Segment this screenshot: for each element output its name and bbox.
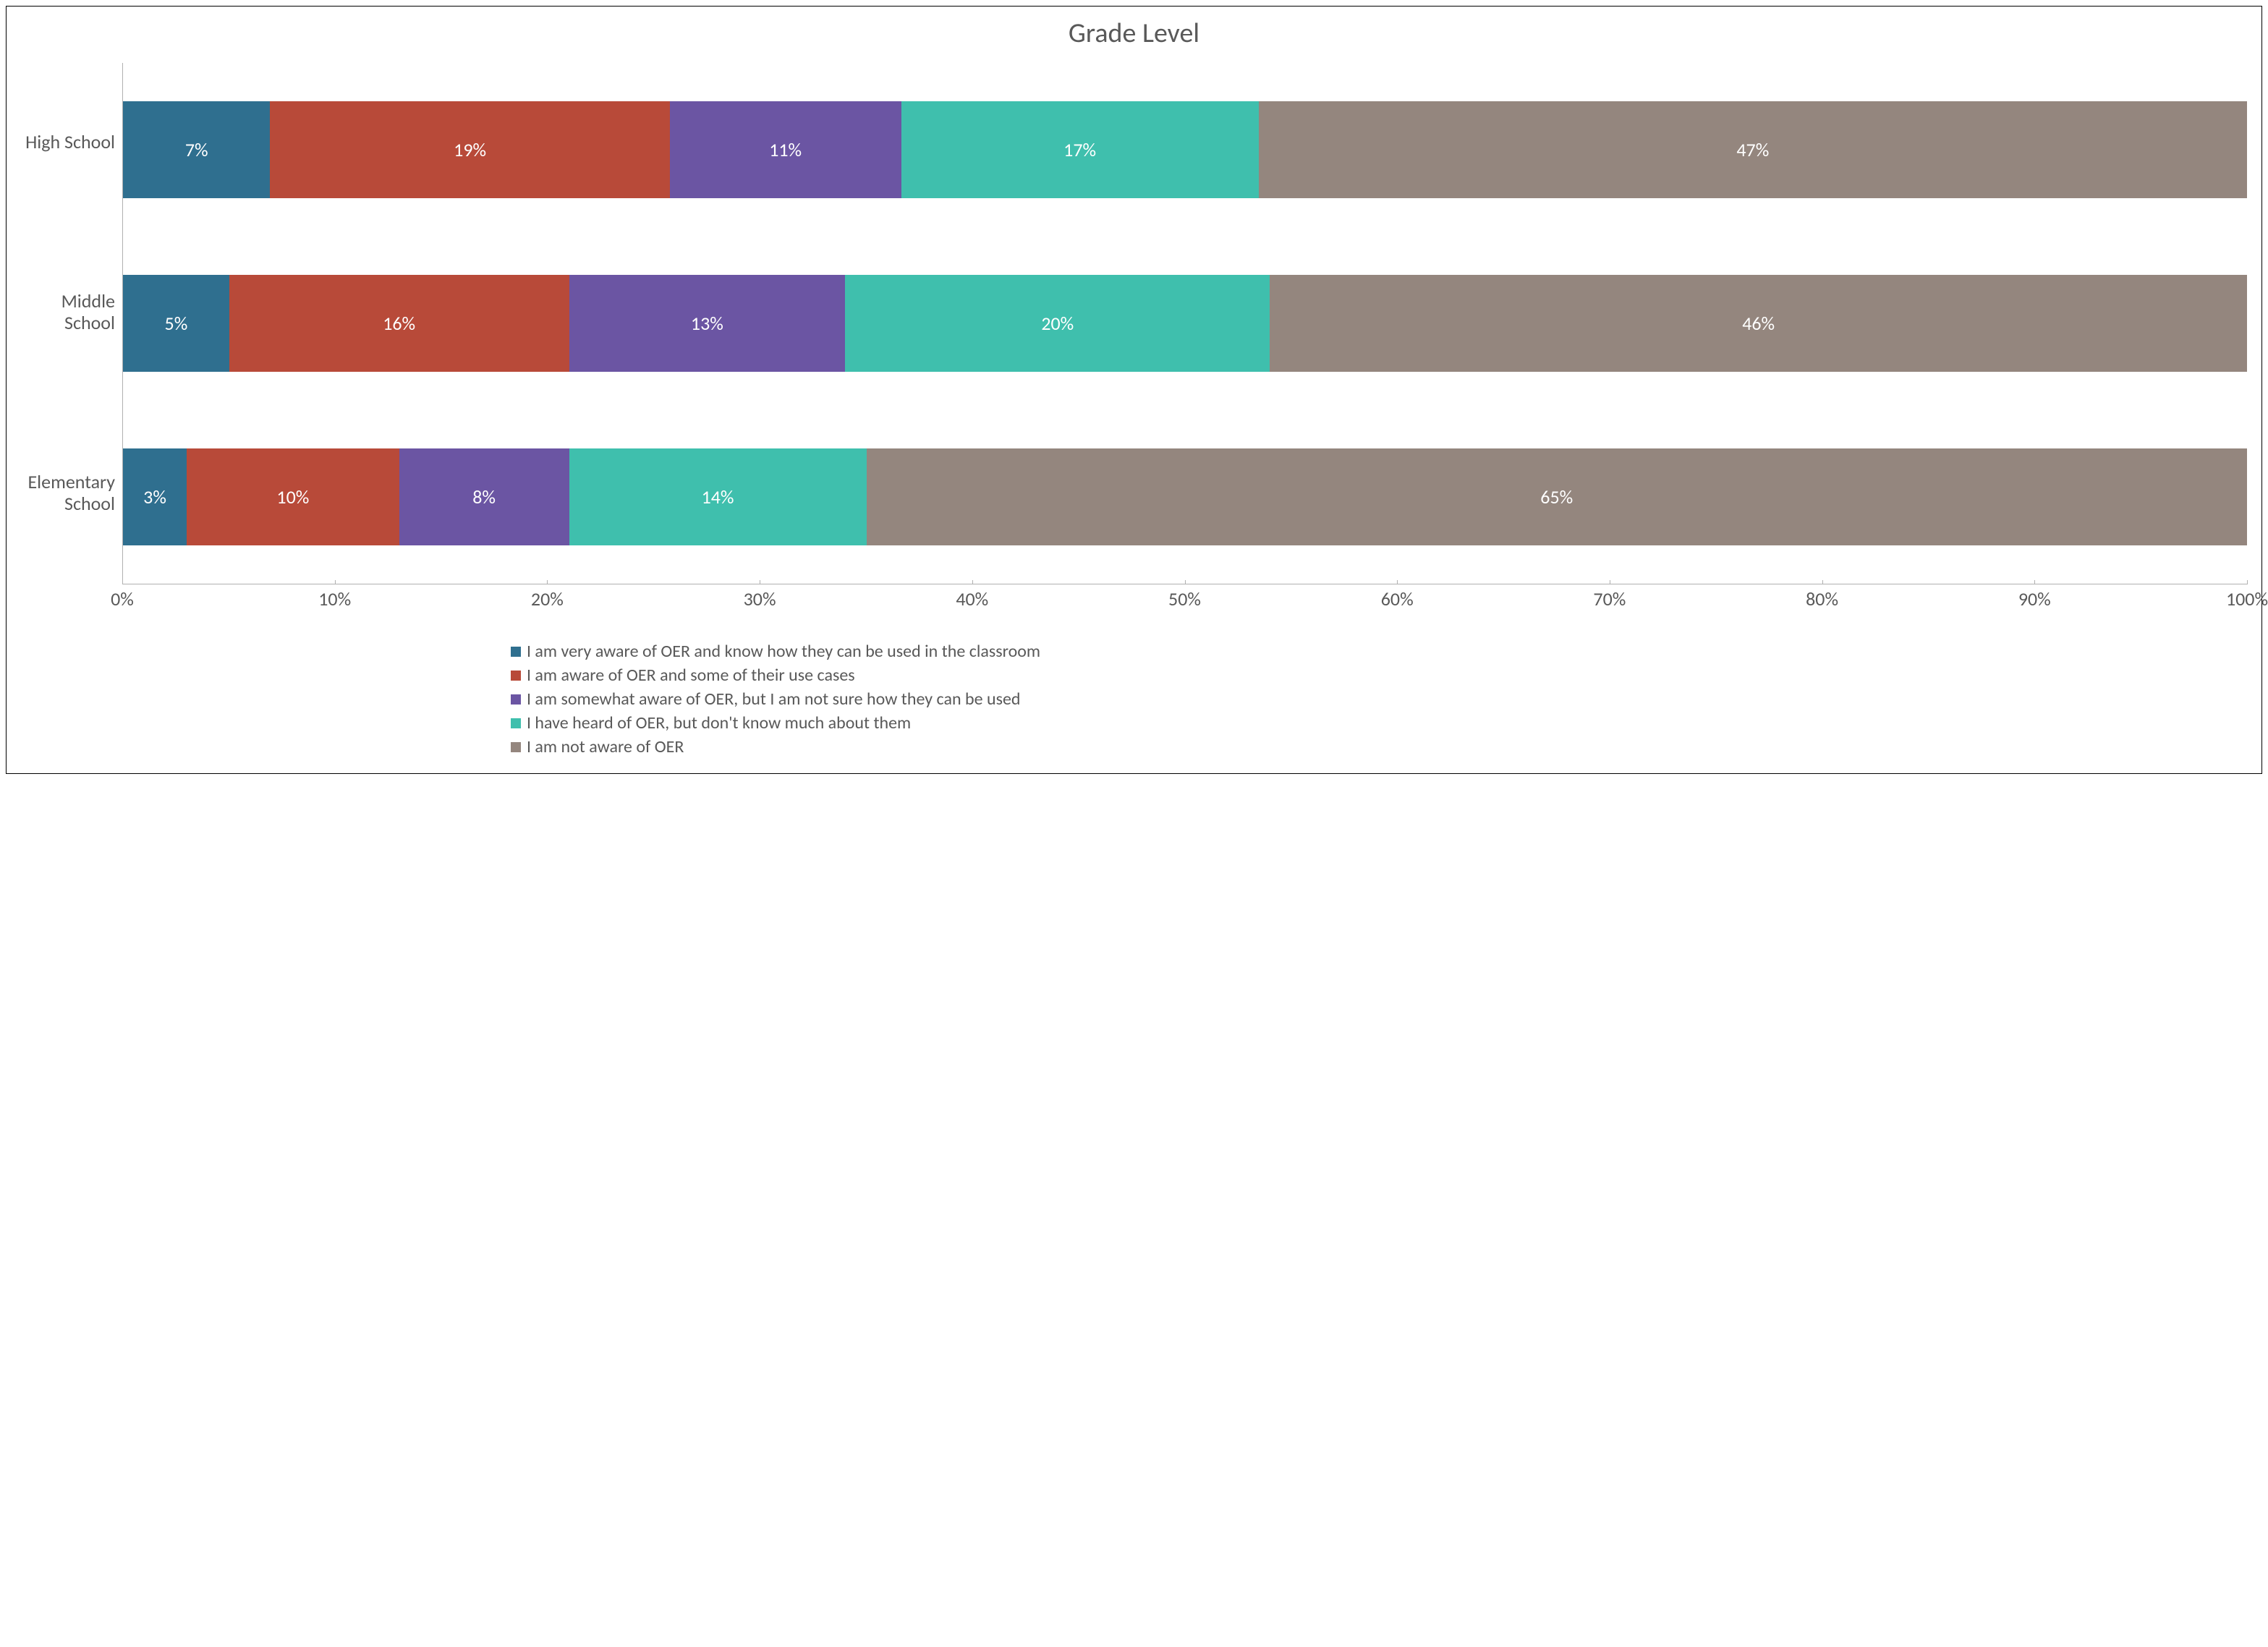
legend-item: I am somewhat aware of OER, but I am not… [511,689,1021,710]
bar-segment: 65% [867,448,2247,545]
legend-label: I am somewhat aware of OER, but I am not… [527,689,1021,710]
y-axis-label: High School [21,132,115,153]
x-tick-label: 10% [318,587,351,610]
x-tick-mark [1397,580,1398,584]
legend-swatch [511,671,521,681]
bars-layer: 7%19%11%17%47% 5%16%13%20%46% 3%10%8%14%65… [123,63,2247,584]
x-axis-pad [21,584,122,609]
x-tick-label: 60% [1381,587,1414,610]
bar-segment: 46% [1270,275,2247,372]
bar-segment: 14% [569,448,867,545]
bar-segment: 10% [187,448,399,545]
x-tick-mark [547,580,548,584]
x-tick-label: 20% [531,587,564,610]
legend-label: I am very aware of OER and know how they… [527,641,1040,662]
legend-item: I am not aware of OER [511,736,684,757]
x-tick-mark [2034,580,2035,584]
bar: 5%16%13%20%46% [123,275,2247,372]
x-tick-label: 80% [1806,587,1838,610]
x-tick-mark [122,580,123,584]
x-tick-label: 90% [2018,587,2051,610]
x-tick-mark [1822,580,1823,584]
plot-row: High School Middle School Elementary Schoo… [21,63,2247,584]
bar-segment: 16% [229,275,569,372]
x-axis-row: 0%10%20%30%40%50%60%70%80%90%100% [21,584,2247,609]
bar-segment: 3% [123,448,187,545]
legend-item: I have heard of OER, but don't know much… [511,712,911,733]
legend: I am very aware of OER and know how they… [511,639,2247,759]
bar-segment: 20% [845,275,1270,372]
bar-segment: 11% [670,101,901,198]
x-tick-mark [972,580,973,584]
bar-segment: 17% [901,101,1259,198]
legend-label: I am aware of OER and some of their use … [527,665,855,686]
bar-segment: 13% [569,275,846,372]
legend-swatch [511,694,521,705]
x-tick-label: 100% [2226,587,2268,610]
x-tick-label: 30% [744,587,776,610]
x-tick-mark [2247,580,2248,584]
legend-swatch [511,718,521,728]
y-axis-label: Middle School [21,291,115,334]
x-tick-label: 40% [956,587,988,610]
bar-segment: 47% [1259,101,2247,198]
legend-item: I am aware of OER and some of their use … [511,665,855,686]
legend-swatch [511,742,521,752]
x-axis: 0%10%20%30%40%50%60%70%80%90%100% [122,584,2247,609]
bar: 7%19%11%17%47% [123,101,2247,198]
y-axis-labels: High School Middle School Elementary Schoo… [21,63,122,584]
legend-label: I have heard of OER, but don't know much… [527,712,911,733]
x-tick-mark [335,580,336,584]
chart-title: Grade Level [21,17,2247,50]
x-tick-label: 50% [1168,587,1201,610]
plot-area: 7%19%11%17%47% 5%16%13%20%46% 3%10%8%14%65… [122,63,2247,584]
chart-container: Grade Level High School Middle School Elem… [6,6,2262,774]
bar-segment: 5% [123,275,229,372]
legend-swatch [511,647,521,657]
bar: 3%10%8%14%65% [123,448,2247,545]
y-axis-label: Elementary School [21,472,115,515]
legend-label: I am not aware of OER [527,736,684,757]
x-tick-mark [1185,580,1186,584]
bar-segment: 7% [123,101,270,198]
x-tick-label: 70% [1593,587,1626,610]
x-tick-label: 0% [111,587,134,610]
bar-segment: 8% [399,448,569,545]
bar-segment: 19% [270,101,669,198]
legend-item: I am very aware of OER and know how they… [511,641,1040,662]
